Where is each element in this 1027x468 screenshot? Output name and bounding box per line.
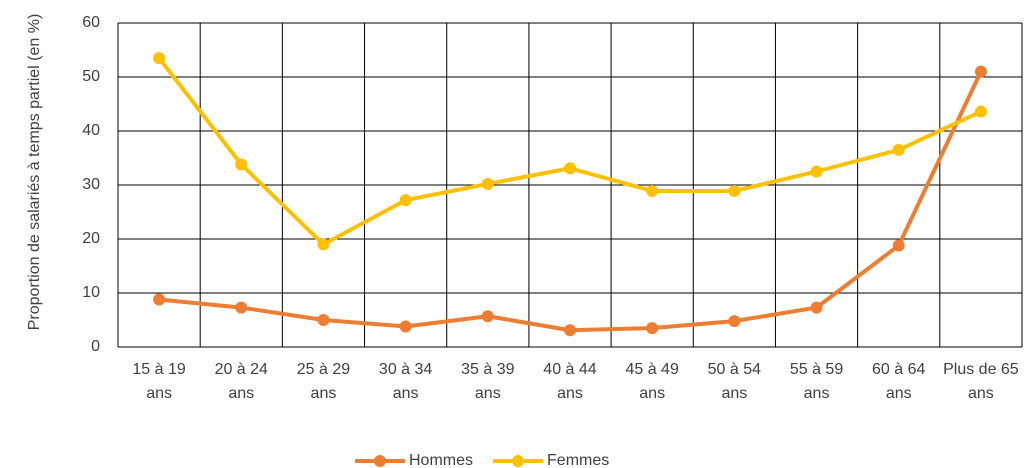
point (399, 194, 412, 207)
point (317, 314, 330, 326)
x-tick-label: 55 à 59 ans (789, 361, 844, 402)
point (564, 324, 576, 337)
point (728, 315, 741, 328)
y-tick-label: 30 (82, 176, 100, 193)
x-tick-label: 25 à 29 ans (296, 361, 351, 402)
point (153, 293, 166, 306)
y-tick-label: 20 (82, 230, 100, 247)
point (646, 184, 659, 197)
x-tick-label: 30 à 34 ans (378, 361, 433, 402)
point (892, 239, 905, 252)
x-tick-label: 50 à 54 ans (707, 361, 762, 402)
point (153, 52, 166, 65)
x-tick-label: 60 à 64 ans (872, 361, 926, 402)
y-tick-label: 50 (82, 68, 100, 85)
y-tick-label: 40 (82, 122, 100, 139)
x-tick-label: Plus de 65 ans (943, 361, 1019, 402)
point (646, 322, 659, 335)
point (892, 143, 905, 156)
x-tick-label: 20 à 24 ans (214, 361, 268, 402)
point (235, 158, 248, 171)
point (235, 301, 248, 314)
y-tick-label: 10 (82, 284, 100, 301)
point (564, 162, 576, 175)
point (317, 238, 330, 251)
x-tick-label: 40 à 44 ans (543, 361, 597, 402)
point (974, 65, 987, 78)
point (810, 301, 823, 314)
x-tick-label: 15 à 19 ans (132, 361, 186, 402)
point (810, 165, 823, 178)
point (974, 105, 987, 118)
y-tick-label: 0 (91, 338, 100, 355)
x-tick-label: 35 à 39 ans (461, 361, 515, 402)
point (481, 177, 494, 190)
y-tick-label: 60 (82, 14, 100, 31)
point (481, 310, 494, 323)
legend-label: Hommes (409, 452, 473, 468)
legend-label: Femmes (547, 452, 609, 468)
point (728, 184, 741, 197)
legend-marker (374, 455, 386, 467)
legend-marker (512, 455, 525, 467)
point (399, 320, 412, 333)
x-tick-label: 45 à 49 ans (625, 361, 679, 402)
